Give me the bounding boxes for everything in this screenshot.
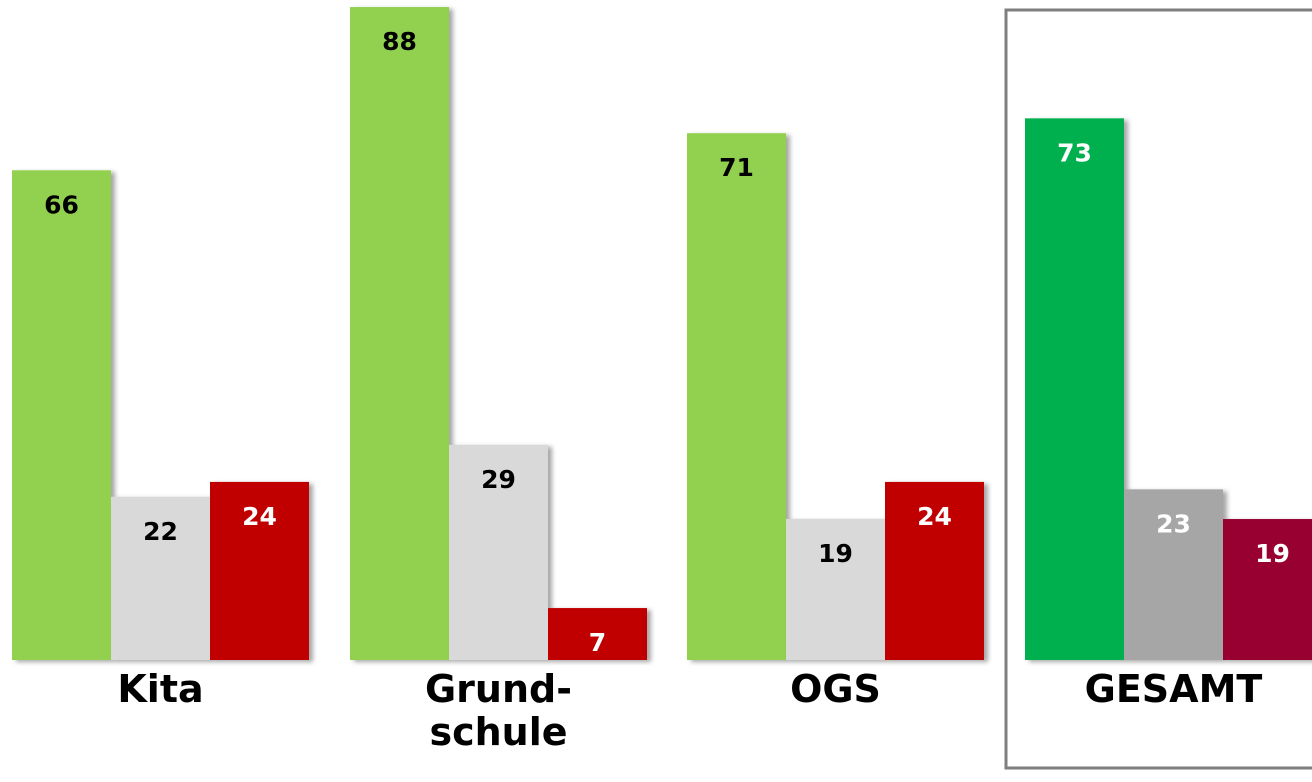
category-label-kita: Kita	[117, 667, 203, 711]
value-label-gesamt-2: 23	[1156, 509, 1191, 538]
bar-gesamt-1	[1025, 118, 1124, 661]
value-labels-group: 66 22 24 88 29 7 71 19 24 73 23 19	[44, 27, 1290, 657]
category-labels-group: Kita Grund-schule OGS GESAMT	[117, 667, 1262, 754]
value-label-grund-schule-1: 88	[382, 27, 417, 56]
value-label-gesamt-1: 73	[1057, 138, 1092, 167]
category-label-grund-schule: Grund-schule	[425, 667, 572, 754]
value-label-ogs-1: 71	[719, 153, 754, 182]
value-label-grund-schule-3: 7	[589, 628, 606, 657]
value-label-kita-1: 66	[44, 190, 79, 219]
bar-gesamt-3	[1223, 519, 1312, 660]
bar-ogs-3	[885, 481, 984, 660]
bar-grund-schule-3	[548, 608, 647, 660]
bar-kita-1	[12, 170, 111, 660]
value-label-grund-schule-2: 29	[481, 465, 516, 494]
bar-gesamt-2	[1124, 489, 1223, 660]
value-label-kita-3: 24	[242, 502, 277, 531]
bar-ogs-2	[786, 519, 885, 660]
category-label-ogs: OGS	[790, 667, 881, 711]
category-label-gesamt: GESAMT	[1085, 667, 1263, 711]
bar-grund-schule-1	[350, 7, 449, 661]
value-label-kita-2: 22	[143, 517, 178, 546]
bar-kita-2	[111, 496, 210, 660]
bars-group	[12, 7, 1312, 661]
value-label-ogs-3: 24	[917, 502, 952, 531]
value-label-gesamt-3: 19	[1255, 539, 1290, 568]
gesamt-highlight-frame	[1004, 8, 1312, 770]
bar-ogs-1	[687, 133, 786, 660]
bar-grund-schule-2	[449, 444, 548, 660]
bar-kita-3	[210, 481, 309, 660]
value-label-ogs-2: 19	[818, 539, 853, 568]
